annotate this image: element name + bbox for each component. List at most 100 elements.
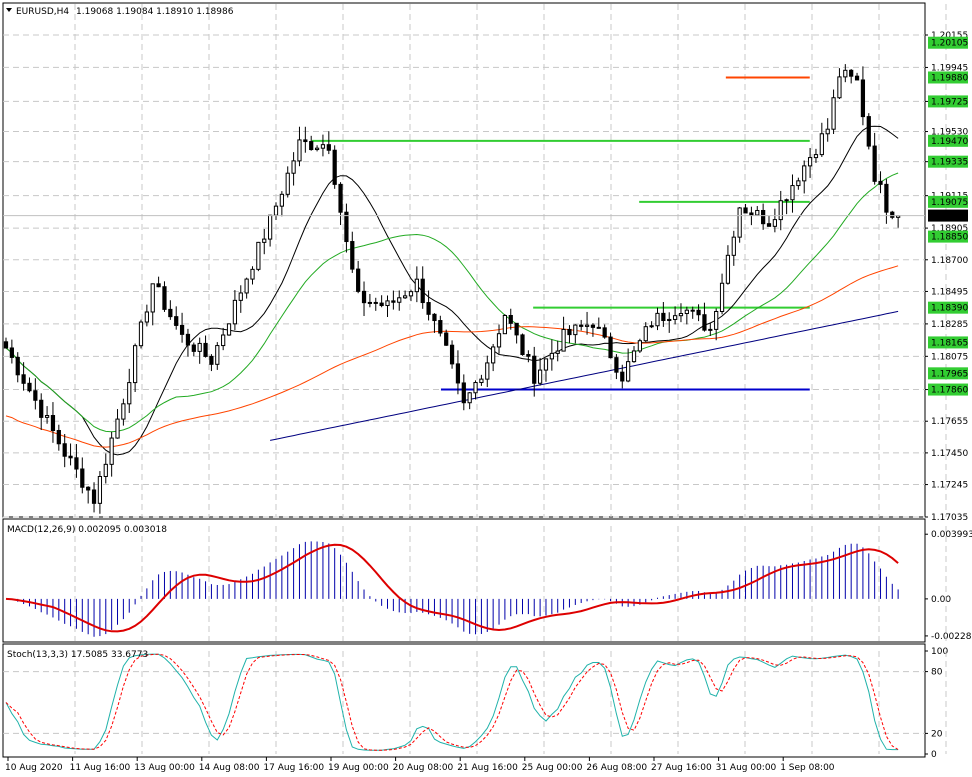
candle-body [256, 241, 261, 270]
candle-body [819, 133, 824, 156]
price-tick-label: 1.18075 [931, 352, 968, 362]
price-level-badge [928, 301, 968, 314]
candle-body [109, 437, 114, 465]
time-label: 19 Aug 00:00 [328, 763, 389, 773]
candle-body [215, 345, 220, 365]
candle-body [179, 324, 185, 335]
candle-body [661, 312, 666, 322]
candle-body [221, 334, 226, 347]
macd-panel[interactable] [2, 518, 926, 643]
candle-body [156, 283, 161, 288]
candle-body [543, 358, 549, 371]
candle-body [526, 354, 531, 357]
candle-body [15, 356, 20, 376]
candle-body [432, 313, 437, 322]
stoch-tick-label: 0 [931, 750, 937, 760]
price-level-badge [928, 230, 968, 243]
candle-body [115, 418, 120, 439]
candle-body [285, 172, 290, 195]
candle-body [743, 207, 748, 214]
candle-body [244, 278, 249, 294]
candle-body [778, 200, 783, 221]
candle-body [350, 241, 355, 270]
price-level-badge [928, 155, 968, 168]
macd-indicator: 0.003993 0.00 -0.002286 [5, 526, 972, 642]
candle-body [33, 390, 38, 401]
candle-body [567, 328, 572, 336]
candles [3, 64, 901, 514]
candle-body [397, 297, 402, 303]
candle-body [849, 69, 854, 77]
macd-title: MACD(12,26,9) 0.002095 0.003018 [7, 525, 167, 535]
candle-body [414, 278, 419, 293]
price-level-label: 1.20105 [931, 39, 968, 49]
time-label: 14 Aug 08:00 [199, 763, 260, 773]
price-level-label: 1.19335 [931, 158, 968, 168]
candle-body [790, 185, 795, 201]
dropdown-triangle-icon[interactable] [6, 8, 12, 12]
time-label: 21 Aug 16:00 [457, 763, 518, 773]
candle-body [97, 475, 103, 504]
candle-body [150, 283, 155, 313]
price-tick-label: 1.19530 [931, 128, 968, 138]
candle-body [391, 300, 396, 303]
macd-tick-label: -0.002286 [931, 632, 972, 642]
horizontal-levels [311, 76, 810, 391]
candle-body [784, 199, 789, 202]
price-level-badge [928, 36, 968, 49]
candle-body [320, 144, 326, 149]
candle-body [802, 165, 807, 182]
time-label: 17 Aug 16:00 [263, 763, 324, 773]
stoch-tick-label: 80 [931, 668, 943, 678]
candle-body [637, 340, 642, 352]
candle-body [426, 302, 431, 315]
candle-body [649, 325, 654, 328]
candle-body [725, 254, 731, 284]
candle-body [356, 268, 361, 292]
candle-body [502, 314, 508, 335]
candle-body [203, 342, 208, 357]
candle-body [309, 141, 314, 151]
candle-body [162, 286, 167, 310]
candle-body [291, 160, 296, 174]
candle-body [596, 326, 601, 329]
stoch-main-line [5, 653, 899, 751]
candle-body [749, 212, 754, 216]
time-axis: 10 Aug 2020 11 Aug 16:00 13 Aug 00:00 14 Au… [5, 757, 835, 773]
candle-body [338, 183, 343, 213]
candle-body [573, 324, 578, 336]
ma-blue-line [270, 310, 899, 441]
time-label: 27 Aug 16:00 [651, 763, 712, 773]
stoch-panel[interactable] [2, 643, 926, 758]
price-level-label: 1.18165 [931, 338, 968, 348]
current-price-label: 1.18986 [931, 212, 968, 222]
stoch-tick-label: 100 [931, 647, 948, 657]
candle-body [702, 314, 707, 331]
candle-body [491, 346, 496, 364]
candle-body [590, 324, 596, 328]
price-level-badge [928, 95, 968, 108]
price-level-badge [928, 195, 968, 208]
candle-body [168, 308, 173, 318]
price-grid [3, 4, 947, 518]
candle-body [39, 399, 44, 418]
candle-body [549, 352, 554, 360]
price-level-label: 1.18390 [931, 304, 968, 314]
candle-body [444, 332, 449, 346]
candle-body [890, 211, 895, 218]
candle-body [772, 219, 777, 227]
candle-body [21, 374, 26, 384]
candle-body [361, 290, 367, 304]
symbol-title: EURUSD,H4 [16, 7, 69, 17]
price-level-badge [928, 134, 968, 147]
candle-body [68, 455, 73, 459]
candle-body [402, 295, 408, 299]
price-level-badge [928, 71, 968, 84]
candle-body [138, 321, 144, 347]
price-tick-label: 1.17245 [931, 481, 968, 491]
candle-body [91, 489, 97, 504]
candle-body [144, 311, 149, 323]
price-tick-label: 1.20155 [931, 31, 968, 41]
candle-body [766, 223, 772, 227]
